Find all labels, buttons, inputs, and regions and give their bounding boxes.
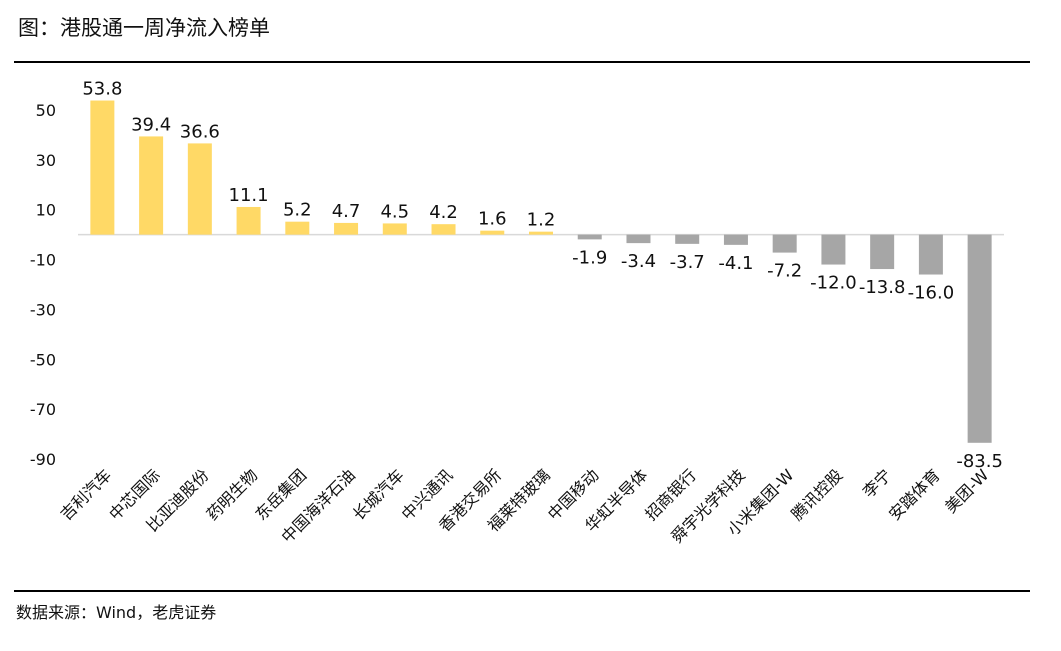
x-category-label: 安踏体育 (885, 465, 944, 524)
value-labels-group: 53.8 39.4 36.6 11.1 5.2 4.7 4.5 4.2 1.6 1.2 -1.9 -3… (82, 79, 1003, 472)
bar-value-label: 1.2 (527, 210, 556, 231)
bar (236, 206, 261, 235)
x-category-label: 吉利汽车 (56, 465, 115, 524)
bar-value-label: 53.8 (82, 79, 122, 100)
x-category-label: 长城汽车 (349, 465, 408, 524)
x-category-label: 美团-W (941, 465, 992, 516)
bar-value-label: 4.7 (332, 201, 361, 222)
y-tick-label: -50 (30, 350, 56, 369)
bar-value-label: 4.5 (380, 201, 409, 222)
bar-chart: 50 30 10 -10 -30 -50 -70 -90 53.8 39.4 36.6 11.1 5.… (30, 79, 1004, 547)
bar (967, 234, 992, 443)
y-tick-label: -70 (30, 400, 56, 419)
x-category-label: 腾讯控股 (788, 465, 847, 524)
y-tick-label: 50 (36, 101, 56, 120)
y-tick-label: 10 (36, 201, 56, 220)
bar (285, 221, 310, 235)
bar (918, 234, 943, 275)
bottom-divider (14, 590, 1030, 592)
bar (382, 223, 407, 235)
bar-value-label: -7.2 (767, 261, 802, 282)
bar-value-label: -13.8 (859, 277, 906, 298)
bar (90, 100, 115, 235)
y-tick-label: -90 (30, 450, 56, 469)
bar-value-label: 4.2 (429, 202, 458, 223)
bar (821, 234, 846, 265)
bar (187, 143, 212, 235)
bar-value-label: 39.4 (131, 114, 171, 135)
bar-value-label: -1.9 (572, 247, 607, 268)
x-category-label: 李宁 (859, 465, 895, 501)
y-axis-ticks: 50 30 10 -10 -30 -50 -70 -90 (30, 101, 56, 469)
y-tick-label: 30 (36, 151, 56, 170)
bar (772, 234, 797, 253)
bar-value-label: -4.1 (718, 253, 753, 274)
x-category-label: 药明生物 (203, 465, 262, 524)
bar-value-label: -3.4 (621, 251, 656, 272)
bar-value-label: 1.6 (478, 209, 507, 230)
bar (139, 136, 164, 235)
bar-value-label: -3.7 (670, 252, 705, 273)
bars-group (90, 100, 992, 443)
bar (480, 230, 505, 235)
page-title: 图：港股通一周净流入榜单 (18, 16, 270, 40)
top-divider (14, 61, 1030, 63)
bar-value-label: 11.1 (229, 185, 269, 206)
bar (626, 234, 651, 244)
bar-value-label: 5.2 (283, 200, 312, 221)
bar (675, 234, 700, 244)
source-note: 数据来源：Wind，老虎证券 (16, 603, 217, 622)
bar (723, 234, 748, 245)
bar-value-label: -12.0 (810, 273, 857, 294)
bar (870, 234, 895, 270)
bar-value-label: -16.0 (908, 283, 955, 304)
bar-value-label: -83.5 (956, 451, 1003, 472)
bar (334, 222, 359, 235)
bar-value-label: 36.6 (180, 121, 220, 142)
bar (431, 224, 456, 235)
category-labels-group: 吉利汽车中芯国际比亚迪股份药明生物东岳集团中国海洋石油长城汽车中兴通讯香港交易所… (56, 465, 992, 546)
y-tick-label: -30 (30, 300, 56, 319)
bar (577, 234, 602, 240)
bar (529, 231, 553, 235)
y-tick-label: -10 (30, 251, 56, 270)
